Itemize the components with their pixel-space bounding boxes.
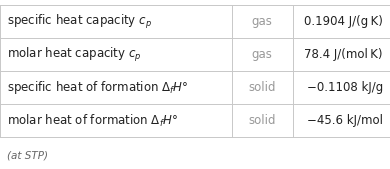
Text: 78.4 J/(mol K): 78.4 J/(mol K)	[305, 48, 383, 61]
Text: specific heat capacity $c_p$: specific heat capacity $c_p$	[7, 13, 152, 30]
Text: specific heat of formation $\Delta_f H°$: specific heat of formation $\Delta_f H°$	[7, 79, 188, 96]
Text: solid: solid	[248, 81, 276, 94]
Text: 0.1904 J/(g K): 0.1904 J/(g K)	[304, 15, 383, 28]
Text: −0.1108 kJ/g: −0.1108 kJ/g	[307, 81, 383, 94]
Text: gas: gas	[252, 48, 273, 61]
Text: −45.6 kJ/mol: −45.6 kJ/mol	[307, 114, 383, 127]
Text: solid: solid	[248, 114, 276, 127]
Text: molar heat of formation $\Delta_f H°$: molar heat of formation $\Delta_f H°$	[7, 112, 178, 129]
Text: molar heat capacity $c_p$: molar heat capacity $c_p$	[7, 45, 142, 64]
Text: (at STP): (at STP)	[7, 151, 48, 161]
Text: gas: gas	[252, 15, 273, 28]
